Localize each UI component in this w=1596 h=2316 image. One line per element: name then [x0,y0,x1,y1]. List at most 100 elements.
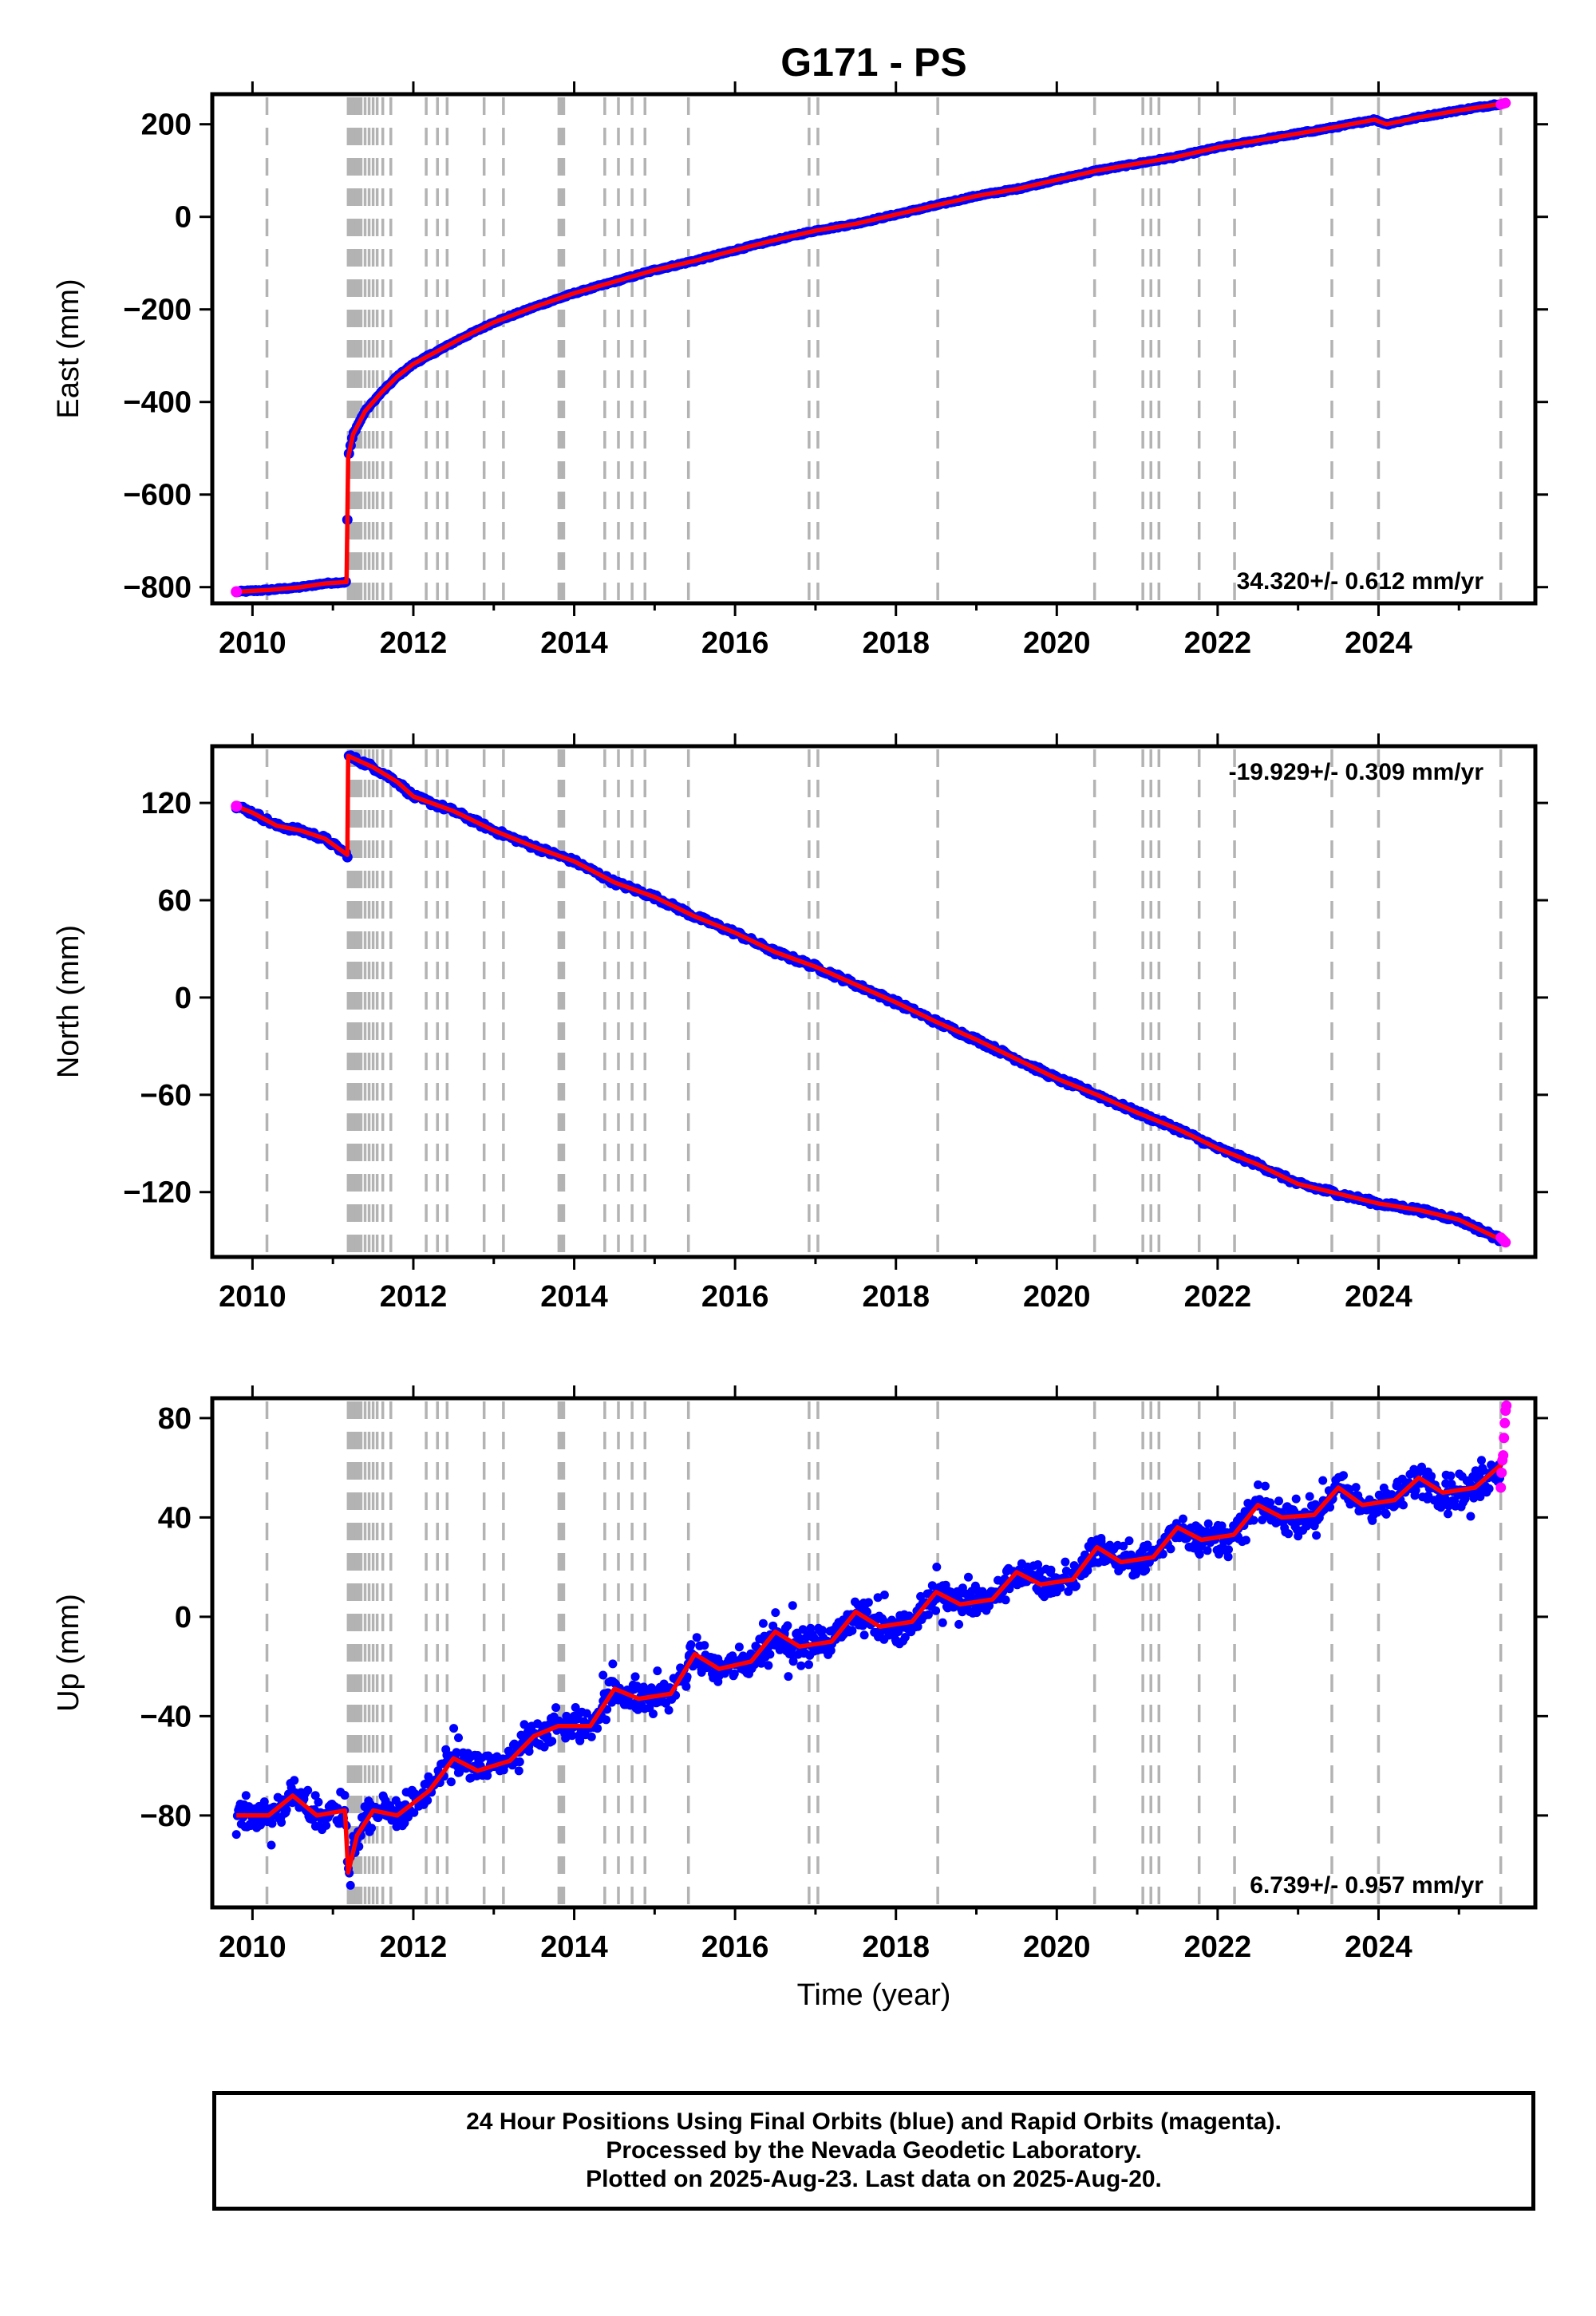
data-point [1217,1521,1227,1531]
data-point [1224,1545,1233,1555]
data-point [1083,1566,1092,1575]
data-point [659,1679,669,1689]
data-point [931,1606,941,1615]
rapid-orbit-point [1498,1450,1509,1461]
y-tick-label: 0 [175,201,192,235]
data-point [796,1661,806,1670]
data-point [872,1613,882,1622]
data-point [454,1733,463,1742]
data-point [1284,1529,1294,1539]
data-point [1140,1541,1149,1551]
rapid-orbit-point [1496,1467,1507,1478]
y-axis-label: North (mm) [52,925,85,1078]
data-point [1394,1499,1404,1508]
data-point [608,1659,618,1669]
data-point [1282,1502,1292,1512]
x-tick-label: 2024 [1345,1931,1412,1964]
rapid-orbit-point [231,800,243,812]
rapid-orbit-point [1500,1237,1511,1248]
y-tick-label: 80 [158,1402,192,1436]
data-point [314,1797,323,1807]
x-tick-label: 2020 [1023,1280,1091,1314]
data-point [700,1641,709,1650]
data-point [1476,1492,1485,1501]
up-panel: 2010 2012 2014 2016 2018 2020 2022 2024 −80 −40 0 4… [52,1385,1548,1964]
rate-label: 6.739+/- 0.957 mm/yr [1250,1872,1483,1899]
x-tick-label: 2016 [701,1931,769,1964]
data-point [977,1602,986,1611]
data-point [524,1747,534,1756]
rate-label: 34.320+/- 0.612 mm/yr [1237,568,1484,595]
data-point [653,1666,662,1676]
data-point [891,1637,901,1646]
final-orbit-points [231,750,1505,1247]
data-point [916,1591,926,1601]
final-orbit-points [231,1456,1504,1890]
data-point [449,1724,459,1733]
data-point [256,1820,265,1830]
x-tick-label: 2012 [380,626,448,660]
x-tick-label: 2018 [862,1280,930,1314]
data-point [932,1563,942,1571]
data-point [1195,1550,1204,1559]
data-point [1238,1537,1247,1547]
data-point [514,1766,523,1776]
data-point [1061,1557,1070,1567]
x-tick-label: 2020 [1023,626,1091,660]
data-point [1093,1558,1103,1567]
data-point [1049,1588,1057,1598]
data-point [1056,1583,1065,1592]
y-tick-label: −120 [123,1176,192,1210]
data-point [758,1618,768,1628]
data-point [1064,1587,1073,1596]
rapid-orbit-point [1499,1417,1511,1429]
y-tick-label: 0 [175,982,192,1015]
data-point [1001,1595,1010,1605]
data-point [686,1640,696,1650]
data-point [1381,1508,1390,1517]
x-tick-label: 2014 [540,1280,608,1314]
data-point [1351,1483,1361,1492]
data-point [1447,1480,1456,1488]
data-point [391,1796,401,1805]
data-point [602,1715,610,1725]
data-point [1411,1485,1420,1495]
data-point [1249,1516,1258,1525]
data-point [664,1705,674,1715]
data-point [798,1625,808,1634]
data-point [1477,1456,1486,1465]
x-tick-label: 2010 [219,1280,286,1314]
data-point [1357,1506,1366,1516]
y-tick-label: 120 [141,787,192,820]
x-tick-label: 2022 [1184,1931,1252,1964]
data-point [409,1808,419,1817]
data-point [1325,1503,1335,1512]
data-point [1266,1498,1275,1508]
data-point [783,1621,792,1630]
data-point [1223,1552,1233,1562]
data-point [267,1840,276,1850]
north-panel: 2010 2012 2014 2016 2018 2020 2022 2024 −120 −60 0… [52,733,1548,1314]
data-point [913,1622,922,1631]
x-tick-label: 2010 [219,626,286,660]
data-point [306,1814,315,1824]
data-point [1318,1476,1328,1485]
data-point [815,1625,824,1634]
data-point [863,1598,873,1607]
data-point [630,1672,640,1682]
y-tick-label: −400 [123,386,192,420]
data-point [1372,1506,1381,1516]
data-point [1033,1560,1043,1569]
y-tick-label: 200 [141,109,192,142]
data-point [1208,1526,1218,1535]
footer-line-3: Plotted on 2025-Aug-23. Last data on 202… [586,2166,1162,2192]
data-point [575,1735,584,1745]
data-point [310,1791,320,1800]
data-point [1471,1472,1480,1481]
rapid-orbit-point [1499,1433,1510,1444]
x-tick-label: 2016 [701,1280,769,1314]
data-point [267,1819,277,1828]
data-point [1258,1516,1267,1524]
x-tick-label: 2022 [1184,626,1252,660]
x-tick-label: 2018 [862,1931,930,1964]
